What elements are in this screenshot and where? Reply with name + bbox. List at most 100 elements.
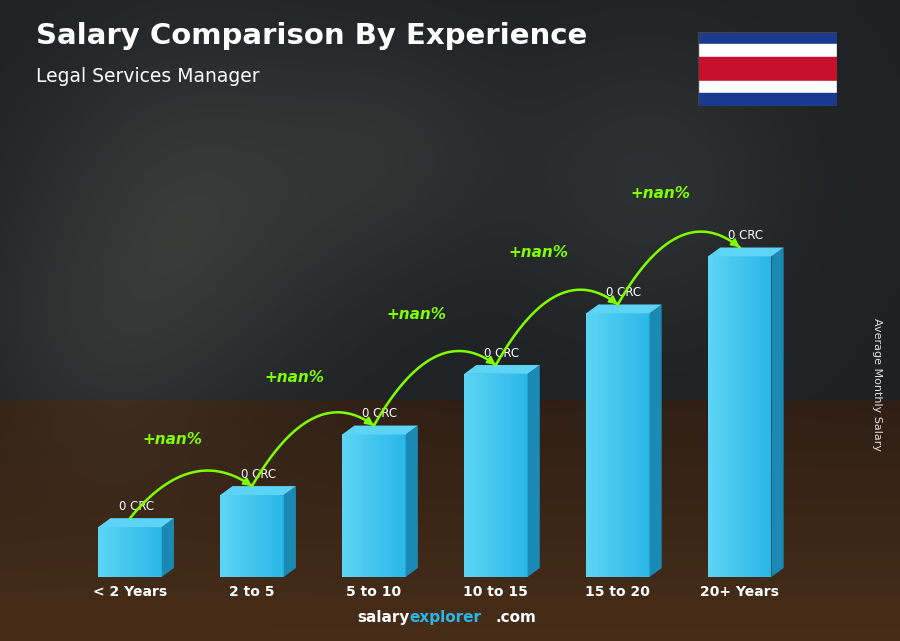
Polygon shape <box>355 435 357 577</box>
Polygon shape <box>477 374 479 577</box>
Polygon shape <box>614 313 616 577</box>
Polygon shape <box>273 495 275 577</box>
Polygon shape <box>263 495 265 577</box>
Polygon shape <box>742 256 744 577</box>
Polygon shape <box>616 313 617 577</box>
Polygon shape <box>107 527 109 577</box>
Polygon shape <box>517 374 519 577</box>
Text: 0 CRC: 0 CRC <box>363 407 398 420</box>
Bar <box>698 81 837 94</box>
Polygon shape <box>502 374 504 577</box>
Polygon shape <box>275 495 277 577</box>
Polygon shape <box>370 435 372 577</box>
Polygon shape <box>644 313 645 577</box>
Polygon shape <box>113 527 115 577</box>
Text: +nan%: +nan% <box>143 432 202 447</box>
Polygon shape <box>132 527 134 577</box>
Polygon shape <box>256 495 258 577</box>
Polygon shape <box>277 495 280 577</box>
Polygon shape <box>738 256 740 577</box>
Polygon shape <box>759 256 760 577</box>
Polygon shape <box>101 527 103 577</box>
Polygon shape <box>111 527 113 577</box>
Polygon shape <box>401 435 403 577</box>
Polygon shape <box>244 495 246 577</box>
Polygon shape <box>757 256 759 577</box>
Polygon shape <box>258 495 260 577</box>
Polygon shape <box>224 495 227 577</box>
Polygon shape <box>374 435 376 577</box>
Polygon shape <box>515 374 517 577</box>
Polygon shape <box>494 374 496 577</box>
Polygon shape <box>115 527 117 577</box>
Text: 0 CRC: 0 CRC <box>728 229 763 242</box>
Polygon shape <box>265 495 266 577</box>
Polygon shape <box>723 256 724 577</box>
Polygon shape <box>586 304 662 313</box>
Polygon shape <box>724 256 727 577</box>
Polygon shape <box>239 495 241 577</box>
Polygon shape <box>391 435 393 577</box>
Polygon shape <box>496 374 498 577</box>
Polygon shape <box>387 435 389 577</box>
Polygon shape <box>631 313 633 577</box>
Polygon shape <box>485 374 488 577</box>
Polygon shape <box>608 313 609 577</box>
Polygon shape <box>744 256 746 577</box>
Polygon shape <box>519 374 521 577</box>
Polygon shape <box>482 374 483 577</box>
Polygon shape <box>634 313 637 577</box>
Polygon shape <box>342 426 418 435</box>
Polygon shape <box>771 247 784 577</box>
Polygon shape <box>513 374 515 577</box>
Text: 0 CRC: 0 CRC <box>240 468 275 481</box>
Polygon shape <box>500 374 502 577</box>
Text: +nan%: +nan% <box>508 245 569 260</box>
Polygon shape <box>732 256 733 577</box>
Text: Average Monthly Salary: Average Monthly Salary <box>872 318 883 451</box>
Polygon shape <box>103 527 104 577</box>
Polygon shape <box>752 256 754 577</box>
Polygon shape <box>620 313 622 577</box>
Polygon shape <box>98 518 174 527</box>
Text: +nan%: +nan% <box>387 307 446 322</box>
Polygon shape <box>770 256 771 577</box>
Polygon shape <box>246 495 248 577</box>
Polygon shape <box>351 435 353 577</box>
Polygon shape <box>139 527 140 577</box>
Polygon shape <box>712 256 715 577</box>
Polygon shape <box>740 256 742 577</box>
Polygon shape <box>647 313 650 577</box>
Polygon shape <box>280 495 282 577</box>
Polygon shape <box>734 256 735 577</box>
Polygon shape <box>98 527 101 577</box>
Polygon shape <box>650 304 662 577</box>
Bar <box>698 44 837 56</box>
Polygon shape <box>348 435 351 577</box>
Polygon shape <box>715 256 716 577</box>
Polygon shape <box>595 313 597 577</box>
Polygon shape <box>220 486 296 495</box>
Polygon shape <box>628 313 631 577</box>
Polygon shape <box>464 374 466 577</box>
Polygon shape <box>367 435 370 577</box>
Polygon shape <box>395 435 397 577</box>
Polygon shape <box>143 527 145 577</box>
Polygon shape <box>617 313 620 577</box>
Polygon shape <box>710 256 712 577</box>
Polygon shape <box>633 313 634 577</box>
Polygon shape <box>128 527 130 577</box>
Polygon shape <box>746 256 748 577</box>
Polygon shape <box>241 495 244 577</box>
Polygon shape <box>754 256 757 577</box>
Polygon shape <box>231 495 233 577</box>
Polygon shape <box>708 256 710 577</box>
Polygon shape <box>254 495 256 577</box>
Polygon shape <box>490 374 491 577</box>
Polygon shape <box>271 495 273 577</box>
Polygon shape <box>765 256 767 577</box>
Polygon shape <box>601 313 603 577</box>
Polygon shape <box>346 435 348 577</box>
Text: Salary Comparison By Experience: Salary Comparison By Experience <box>36 22 587 51</box>
Polygon shape <box>365 435 367 577</box>
